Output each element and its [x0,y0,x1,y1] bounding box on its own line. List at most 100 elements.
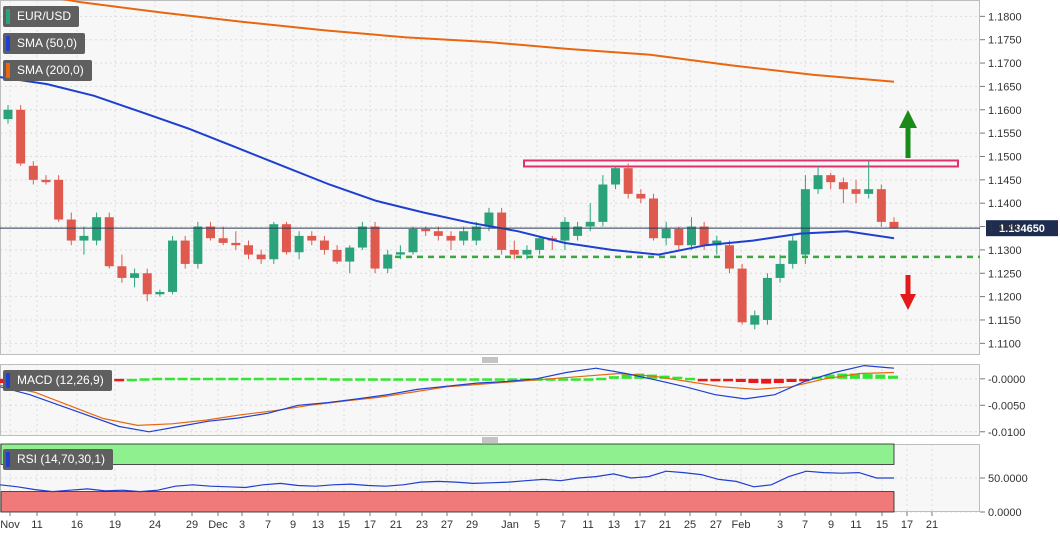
macd-histogram-bar [672,376,683,380]
candle-body [408,228,418,253]
price-y-tick-label: 1.1150 [988,315,1021,327]
candle [193,221,203,269]
macd-histogram-bar [621,374,632,379]
macd-histogram-bar [697,378,708,382]
candle [674,226,684,250]
candle [155,289,165,297]
macd-histogram-bar [444,378,454,381]
rsi-line [0,470,894,493]
candle [446,231,456,250]
price-y-tick-label: 1.1400 [988,198,1022,210]
candle-body [535,238,545,250]
macd-histogram-bar [583,378,594,381]
candle-body [319,240,329,250]
candle-body [218,238,228,243]
macd-histogram-bar [342,378,353,381]
candle [243,240,253,260]
candle-body [611,168,621,185]
macd-histogram-bar [888,375,898,379]
macd-histogram-bar [190,377,201,381]
candle-body [3,109,13,120]
candle [737,263,747,325]
candle-body [54,179,64,220]
macd-histogram-bar [494,378,505,381]
legend-symbol[interactable]: EUR/USD [3,6,80,27]
candle-body [623,168,633,194]
candle [256,249,266,264]
macd-histogram-bar [748,378,759,384]
candle [826,172,836,190]
x-tick-label: 16 [71,519,83,531]
candle [889,217,899,229]
candle-body [433,231,443,236]
candle [838,177,848,204]
macd-histogram-bar [710,378,721,382]
macd-histogram-bar [164,377,175,381]
candle [497,207,507,255]
candle [307,231,317,246]
macd-histogram-bar [114,378,125,382]
price-y-tick-label: 1.1550 [988,128,1022,140]
candle [294,231,304,260]
candle [762,273,772,325]
candle-body [269,224,279,260]
candle [168,235,178,295]
macd-histogram-bar [279,377,290,381]
candle-body [509,249,519,255]
candle [535,235,545,255]
candle-body [383,254,393,269]
macd-histogram-bar [367,378,378,381]
candle-body [876,189,886,222]
candle-body [864,189,874,194]
candle [408,226,418,255]
x-tick-label: 13 [608,519,620,531]
x-tick-label: 11 [850,519,861,531]
candle-body [585,221,595,227]
legend-macd[interactable]: MACD (12,26,9) [3,370,112,391]
candle-body [79,235,89,241]
candle-body [788,240,798,264]
price-y-tick-label: 1.1350 [988,222,1022,234]
candle [636,189,646,204]
last-price-label: 1.134650 [999,223,1045,235]
candle [41,175,51,185]
macd-histogram-bar [761,378,772,384]
price-y-tick-label: 1.1250 [988,268,1022,280]
candle [142,268,152,302]
candle-body [294,235,304,253]
macd-histogram-bar [241,377,252,381]
candle [281,221,291,255]
candle-body [737,268,747,323]
up-arrow-head [899,110,917,128]
candle [560,217,570,250]
candle [332,245,342,264]
legend-sma200[interactable]: SMA (200,0) [3,60,92,81]
x-tick-label: 11 [582,519,593,531]
legend-sma50[interactable]: SMA (50,0) [3,33,86,54]
candle-body [193,226,203,264]
candle [16,105,26,166]
candle-body [750,315,760,325]
x-tick-label: Jan [501,519,519,531]
legend-swatch-sma50 [6,36,10,51]
macd-histogram-bar [304,377,315,381]
x-tick-label: 21 [926,519,938,531]
candle [775,254,785,283]
candle-body [92,217,102,241]
rsi-y-tick-label: 50.0000 [988,473,1028,485]
x-tick-label: 24 [149,519,161,531]
candle [66,212,76,246]
legend-rsi[interactable]: RSI (14,70,30,1) [3,449,114,470]
macd-histogram-bar [405,378,416,381]
x-tick-label: 7 [802,519,808,531]
candle [231,231,241,250]
candle-body [357,226,367,248]
price-y-tick-label: 1.1700 [988,58,1022,70]
candle [611,165,621,190]
candle-body [636,193,646,199]
x-tick-label: Dec [208,519,228,531]
candle [383,249,393,274]
candle [686,217,696,250]
macd-line [0,364,895,433]
